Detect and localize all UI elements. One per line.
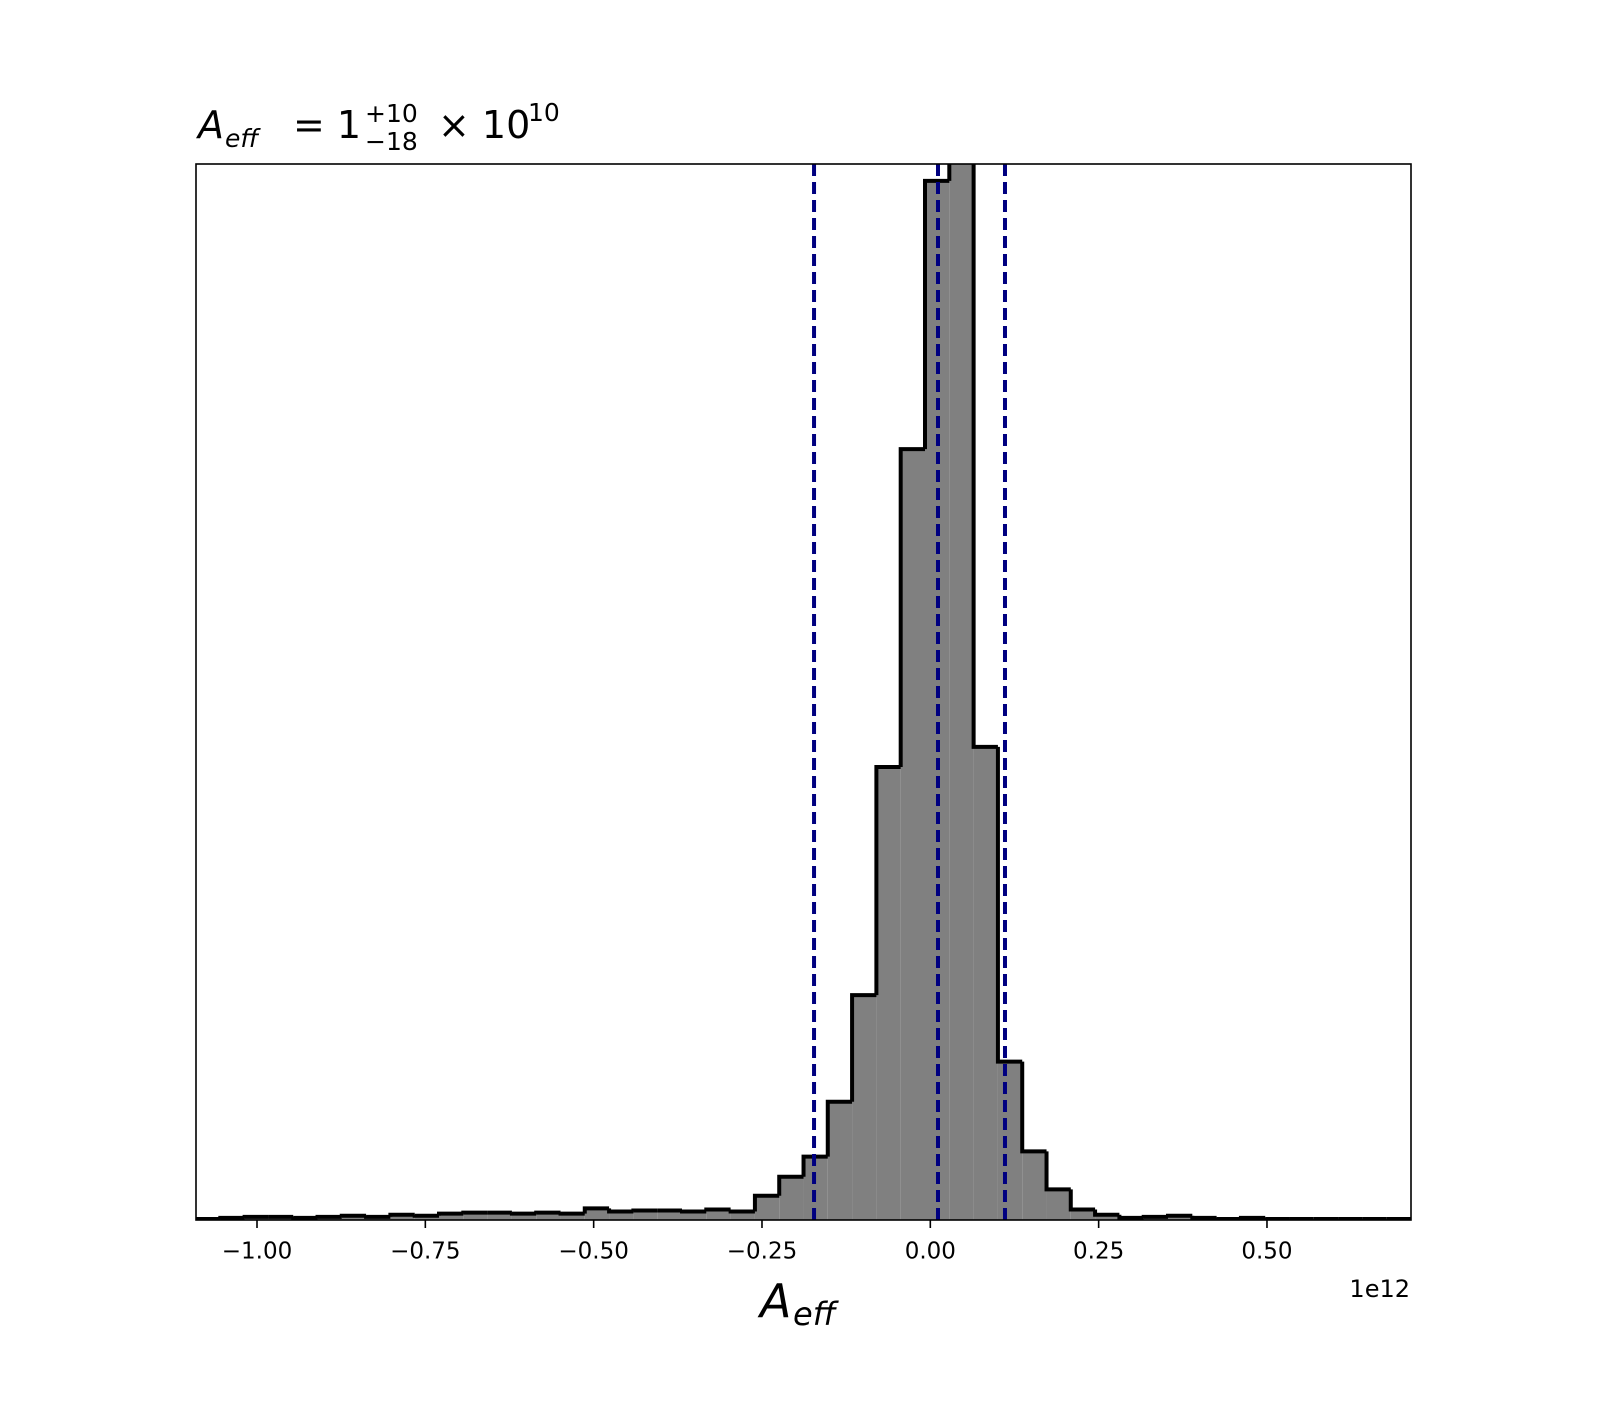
- title-lower: −18: [365, 127, 418, 156]
- bar: [730, 1211, 755, 1220]
- bar-outline: [631, 1208, 658, 1213]
- bar-outline: [971, 164, 998, 749]
- bar: [609, 1211, 634, 1220]
- bar: [779, 1176, 804, 1220]
- bar-outline: [582, 1206, 610, 1214]
- title-symbol-sub: eff: [225, 124, 261, 153]
- bar-outline: [728, 1209, 755, 1214]
- bar-outline: [1166, 1213, 1193, 1218]
- bar: [390, 1214, 415, 1220]
- bar-outline: [874, 764, 901, 996]
- axes-frame: [195, 163, 1412, 1221]
- bar-outline: [1386, 1216, 1411, 1220]
- title-exponent: 10: [528, 98, 560, 127]
- bar-outline: [777, 1174, 804, 1196]
- x-tick-label: −1.00: [222, 1239, 292, 1265]
- bar-outline: [898, 447, 925, 767]
- title-symbol: A: [195, 103, 224, 147]
- bar-outline: [752, 1193, 780, 1212]
- bar-outline: [339, 1213, 367, 1218]
- bar-outline: [291, 1215, 318, 1220]
- bar: [1095, 1214, 1120, 1220]
- bar: [439, 1213, 464, 1220]
- bar: [876, 766, 901, 1220]
- bar: [827, 1101, 853, 1220]
- bar-outline: [680, 1209, 707, 1214]
- bar-outline: [1020, 1061, 1047, 1154]
- bar-outline: [558, 1211, 585, 1216]
- x-tick-label: −0.75: [390, 1239, 460, 1265]
- bar-outline: [1093, 1209, 1120, 1217]
- bar-outline: [437, 1211, 464, 1216]
- x-label-sub: eff: [793, 1295, 840, 1333]
- bar: [1168, 1215, 1193, 1220]
- title-upper: +10: [365, 99, 418, 128]
- bar-outline: [412, 1213, 439, 1218]
- bar: [341, 1215, 367, 1220]
- title-equals: = 1: [293, 103, 361, 147]
- bar: [949, 164, 974, 1220]
- bar-outline: [704, 1207, 731, 1212]
- bar: [706, 1209, 731, 1220]
- bar-outline: [509, 1211, 537, 1216]
- bar-outline: [923, 178, 950, 450]
- bar: [682, 1211, 707, 1220]
- bar: [1046, 1189, 1071, 1220]
- x-tick-label: 0.25: [1073, 1239, 1124, 1265]
- bar-outline: [607, 1208, 634, 1214]
- bar: [560, 1213, 585, 1220]
- bar: [463, 1212, 488, 1220]
- bar: [657, 1210, 682, 1220]
- bar-outline: [388, 1212, 415, 1217]
- bar-outline: [801, 1154, 828, 1177]
- bar-outline: [1263, 1216, 1290, 1220]
- bar: [1022, 1151, 1047, 1220]
- bar-outline: [1044, 1151, 1071, 1192]
- x-offset-label: 1e12: [1349, 1275, 1410, 1303]
- x-tick-label: 0.00: [905, 1239, 956, 1265]
- bar: [1070, 1209, 1096, 1220]
- bar: [414, 1215, 439, 1220]
- x-label-symbol: A: [757, 1274, 791, 1328]
- bar-outline: [196, 1216, 221, 1220]
- bar: [754, 1195, 780, 1220]
- bar-outline: [461, 1210, 488, 1215]
- bar-outline: [534, 1210, 561, 1215]
- x-tick-label: 0.50: [1241, 1239, 1292, 1265]
- bar-outline: [995, 746, 1023, 1064]
- bar-outline: [1068, 1189, 1096, 1212]
- bar-outline: [315, 1214, 342, 1219]
- bar-outline: [850, 993, 877, 1102]
- bar: [900, 449, 925, 1220]
- plot-area: [196, 164, 1411, 1220]
- title-times: × 10: [438, 103, 530, 147]
- bar-outline: [218, 1215, 245, 1220]
- bar-outline: [1214, 1216, 1241, 1220]
- bar: [536, 1212, 561, 1220]
- bar: [852, 995, 877, 1220]
- bar: [511, 1213, 537, 1220]
- bar: [633, 1210, 658, 1220]
- bar: [487, 1212, 512, 1220]
- bar: [997, 1061, 1023, 1220]
- bar-outline: [1238, 1215, 1266, 1220]
- x-tick-label: −0.50: [558, 1239, 628, 1265]
- bar-outline: [1117, 1214, 1144, 1220]
- x-tick-label: −0.25: [727, 1239, 797, 1265]
- bar-outline: [242, 1214, 269, 1219]
- bar-outline: [364, 1214, 391, 1219]
- bar: [584, 1208, 610, 1220]
- bar-outline: [825, 1099, 853, 1157]
- bar-outline: [1141, 1214, 1168, 1219]
- bar-outline: [1190, 1215, 1217, 1220]
- bar: [973, 746, 998, 1220]
